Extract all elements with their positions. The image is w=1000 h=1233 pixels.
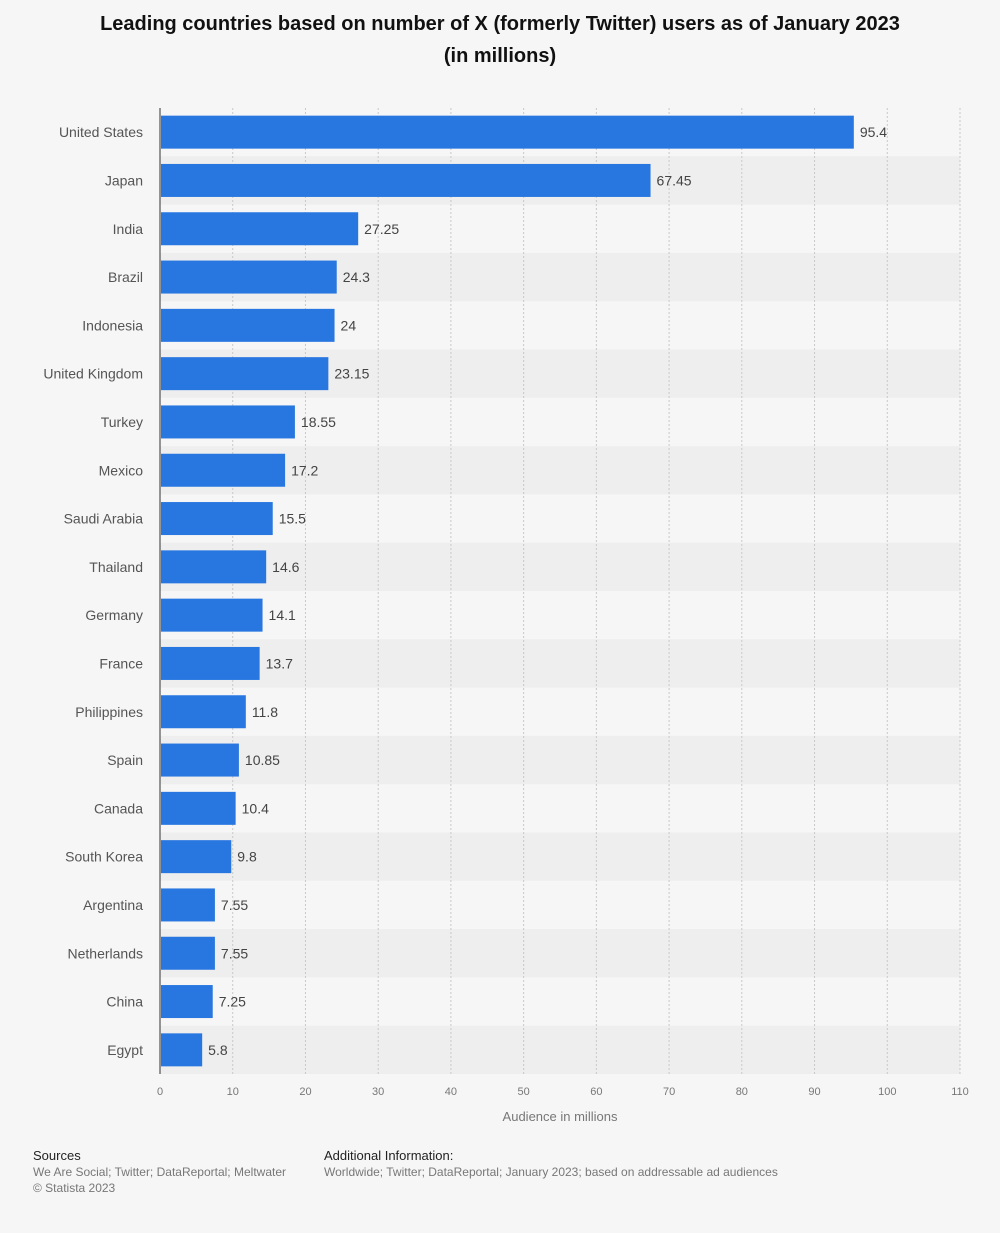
x-tick-label: 0 <box>157 1086 163 1098</box>
bar <box>161 550 267 584</box>
additional-info-block: Additional Information: Worldwide; Twitt… <box>324 1148 778 1180</box>
x-tick-label: 20 <box>299 1086 311 1098</box>
bar-chart: United States 95.4 Japan 67.45 India 27.25 Bra… <box>43 108 969 1124</box>
x-tick-label: 100 <box>878 1086 896 1098</box>
value-label: 17.2 <box>291 462 318 478</box>
row-band <box>160 929 960 978</box>
bar <box>161 1033 203 1067</box>
row-band <box>160 639 960 688</box>
category-label: Turkey <box>101 414 143 430</box>
row-band <box>160 1025 960 1074</box>
bar <box>161 163 651 197</box>
category-label: South Korea <box>65 849 143 865</box>
row-band <box>160 735 960 785</box>
value-label: 24 <box>341 317 357 333</box>
sources-block: Sources We Are Social; Twitter; DataRepo… <box>33 1148 286 1196</box>
value-label: 9.8 <box>237 849 257 865</box>
category-label: Saudi Arabia <box>64 511 144 527</box>
chart-title: Leading countries based on number of X (… <box>40 8 960 72</box>
category-label: Argentina <box>83 897 143 913</box>
additional-info-heading: Additional Information: <box>324 1148 454 1163</box>
copyright-text: © Statista 2023 <box>33 1181 116 1195</box>
x-tick-label: 40 <box>445 1086 457 1098</box>
category-label: Indonesia <box>82 317 143 333</box>
x-tick-label: 90 <box>808 1086 820 1098</box>
row-band <box>160 832 960 881</box>
x-tick-label: 60 <box>590 1086 602 1098</box>
x-tick-label: 50 <box>518 1086 530 1098</box>
value-label: 18.55 <box>301 414 336 430</box>
category-label: Brazil <box>108 269 143 285</box>
category-label: Egypt <box>107 1042 143 1058</box>
bar <box>161 646 260 680</box>
chart-title-line-2: (in millions) <box>443 45 557 67</box>
bar <box>161 743 239 777</box>
x-tick-label: 30 <box>372 1086 384 1098</box>
x-tick-label: 70 <box>663 1086 675 1098</box>
value-label: 5.8 <box>208 1042 228 1058</box>
value-label: 14.6 <box>272 559 299 575</box>
x-tick-label: 10 <box>227 1086 239 1098</box>
value-label: 10.4 <box>242 800 269 816</box>
bar <box>161 212 359 246</box>
category-label: United States <box>59 124 143 140</box>
value-label: 7.55 <box>221 945 248 961</box>
category-label: Spain <box>107 752 143 768</box>
category-label: Germany <box>85 607 143 623</box>
category-label: Mexico <box>99 462 144 478</box>
value-label: 23.15 <box>334 366 369 382</box>
category-label: Canada <box>94 800 143 816</box>
value-label: 7.55 <box>221 897 248 913</box>
bar <box>161 598 263 632</box>
chart-title-line-1: Leading countries based on number of X (… <box>100 13 900 35</box>
value-label: 24.3 <box>343 269 370 285</box>
bar <box>161 453 286 487</box>
bar <box>161 936 215 970</box>
value-label: 67.45 <box>657 172 692 188</box>
category-label: Japan <box>105 172 143 188</box>
bar <box>161 405 295 439</box>
category-label: Thailand <box>89 559 143 575</box>
bar <box>161 115 854 149</box>
category-label: United Kingdom <box>43 366 143 382</box>
bar <box>161 888 215 922</box>
x-tick-label: 80 <box>736 1086 748 1098</box>
value-label: 10.85 <box>245 752 280 768</box>
bar <box>161 308 335 342</box>
value-label: 14.1 <box>269 607 296 623</box>
row-band <box>160 542 960 591</box>
x-axis-title: Audience in millions <box>503 1109 618 1124</box>
value-label: 13.7 <box>266 655 293 671</box>
bar <box>161 502 273 536</box>
value-label: 95.4 <box>860 124 887 140</box>
sources-heading: Sources <box>33 1148 81 1163</box>
value-label: 7.25 <box>219 994 246 1010</box>
additional-info-text: Worldwide; Twitter; DataReportal; Januar… <box>324 1165 778 1179</box>
category-label: India <box>113 221 144 237</box>
row-band <box>160 446 960 495</box>
category-label: Philippines <box>75 704 143 720</box>
category-label: China <box>106 994 143 1010</box>
value-label: 15.5 <box>279 511 306 527</box>
bar <box>161 695 246 729</box>
category-label: Netherlands <box>68 945 144 961</box>
value-label: 11.8 <box>252 704 278 720</box>
bar <box>161 840 232 874</box>
value-label: 27.25 <box>364 221 399 237</box>
category-label: France <box>99 655 143 671</box>
bar <box>161 357 329 391</box>
bar <box>161 791 236 825</box>
bar <box>161 985 213 1019</box>
sources-text: We Are Social; Twitter; DataReportal; Me… <box>33 1165 286 1179</box>
x-tick-label: 110 <box>951 1086 969 1098</box>
bar <box>161 260 337 294</box>
